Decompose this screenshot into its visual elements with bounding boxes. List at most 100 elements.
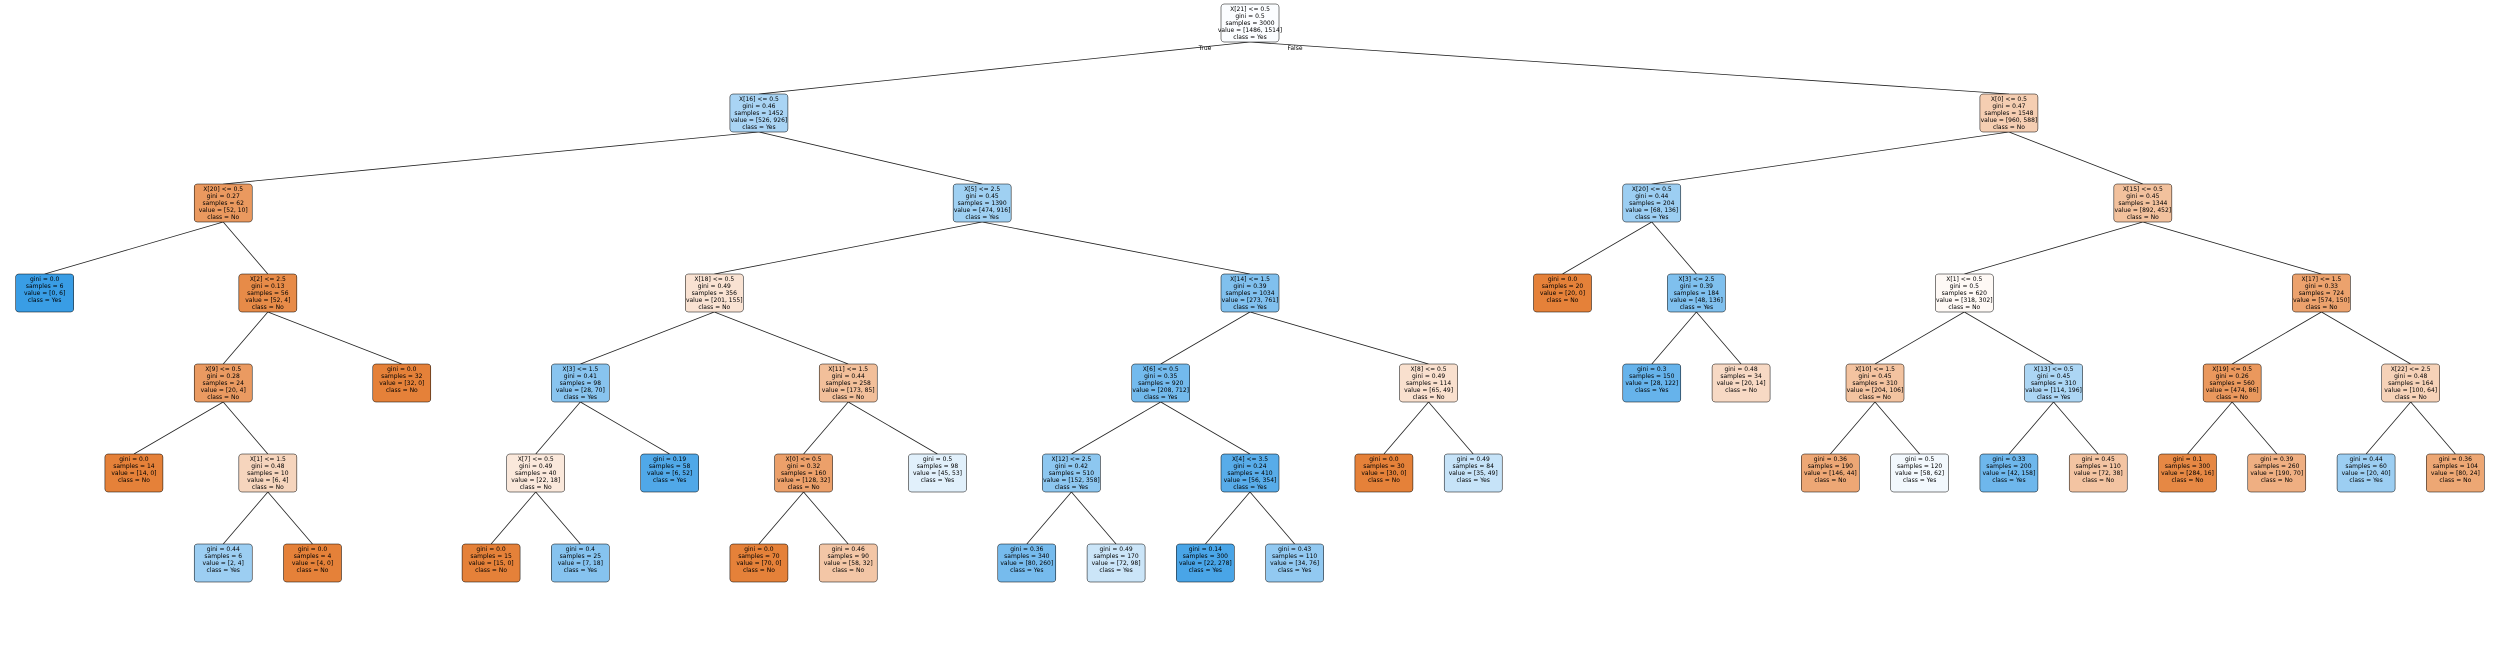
node-text: samples = 110 [1272,553,1317,560]
node-text: samples = 150 [1629,373,1674,380]
node-text: class = No [1547,297,1579,304]
node-text: samples = 90 [828,553,870,560]
edges [44,41,2456,545]
edge [267,311,402,365]
node-box [1845,363,1905,403]
node-text: class = Yes [1635,387,1668,394]
node-text: samples = 620 [1942,290,1987,297]
node-box [193,363,253,403]
node-text: gini = 0.43 [1278,546,1311,553]
node-text: X[4] <= 3.5 [1232,456,1268,463]
node-text: samples = 110 [2076,463,2121,470]
node-text: class = Yes [1992,477,2025,484]
node-text: samples = 300 [2165,463,2210,470]
node-box [1220,453,1280,493]
node-text: class = Yes [1635,214,1668,221]
node-text: value = [58, 32] [824,560,873,567]
node-box [1220,273,1280,313]
node-box [729,93,789,133]
edge [1651,311,1697,365]
node-text: gini = 0.44 [1635,193,1668,200]
edge [1160,311,1251,365]
node-text: samples = 1034 [1225,290,1274,297]
node-box [2113,183,2173,223]
node-text: samples = 310 [2031,380,2076,387]
node-text: value = [526, 926] [731,117,788,124]
node-text: gini = 0.45 [966,193,999,200]
edge [714,221,983,275]
node-text: class = Yes [1099,567,1132,574]
node-text: class = No [297,567,329,574]
node-text: class = Yes [28,297,61,304]
node-text: gini = 0.24 [1233,463,1266,470]
node-text: X[11] <= 1.5 [828,366,868,373]
node-text: value = [68, 136] [1625,207,1678,214]
node-box [952,183,1012,223]
node-text: class = Yes [2349,477,2382,484]
node-text: X[20] <= 0.5 [203,186,243,193]
node-box [1622,363,1682,403]
node-box [2024,363,2083,403]
node-box [193,543,253,583]
node-text: samples = 258 [826,380,871,387]
node-text: value = [146, 44] [1804,470,1857,477]
edge [1383,401,1429,455]
node-box [2381,363,2440,403]
node-text: class = Yes [1055,484,1088,491]
node-box [1354,453,1414,493]
edge [222,221,269,275]
edge [803,401,849,455]
edge [1651,221,1697,275]
node-box [1220,3,1280,43]
edge [2321,311,2411,365]
edge [758,491,804,545]
node-text: value = [42, 158] [1983,470,2036,477]
edge [2008,401,2054,455]
node-box [818,363,878,403]
node-text: class = No [252,484,284,491]
node-text: value = [190, 70] [2250,470,2303,477]
edge [2231,311,2322,365]
node-text: X[2] <= 2.5 [250,276,286,283]
node-text: value = [34, 76] [1270,560,1319,567]
node-text: samples = 62 [203,200,245,207]
edge [803,491,849,545]
node-text: class = Yes [1010,567,1043,574]
node-text: samples = 170 [1093,553,1138,560]
edge [267,491,313,545]
node-text: value = [6, 52] [647,470,692,477]
node-text: class = No [832,567,864,574]
node-text: gini = 0.46 [832,546,865,553]
node-text: value = [4, 0] [292,560,333,567]
node-text: samples = 24 [203,380,245,387]
node-box [461,543,521,583]
node-text: samples = 56 [247,290,289,297]
node-text: value = [20, 14] [1717,380,1766,387]
node-text: class = Yes [2037,394,2070,401]
node-text: X[9] <= 0.5 [205,366,241,373]
node-box [551,363,610,403]
node-box [2292,273,2351,313]
edge [1562,221,1652,275]
node-text: gini = 0.0 [387,366,417,373]
edge [2365,401,2412,455]
node-text: X[20] <= 0.5 [1632,186,1672,193]
edge [1249,491,1295,545]
node-text: value = [208, 712] [1132,387,1189,394]
node-box [1086,543,1146,583]
edge [490,491,537,545]
